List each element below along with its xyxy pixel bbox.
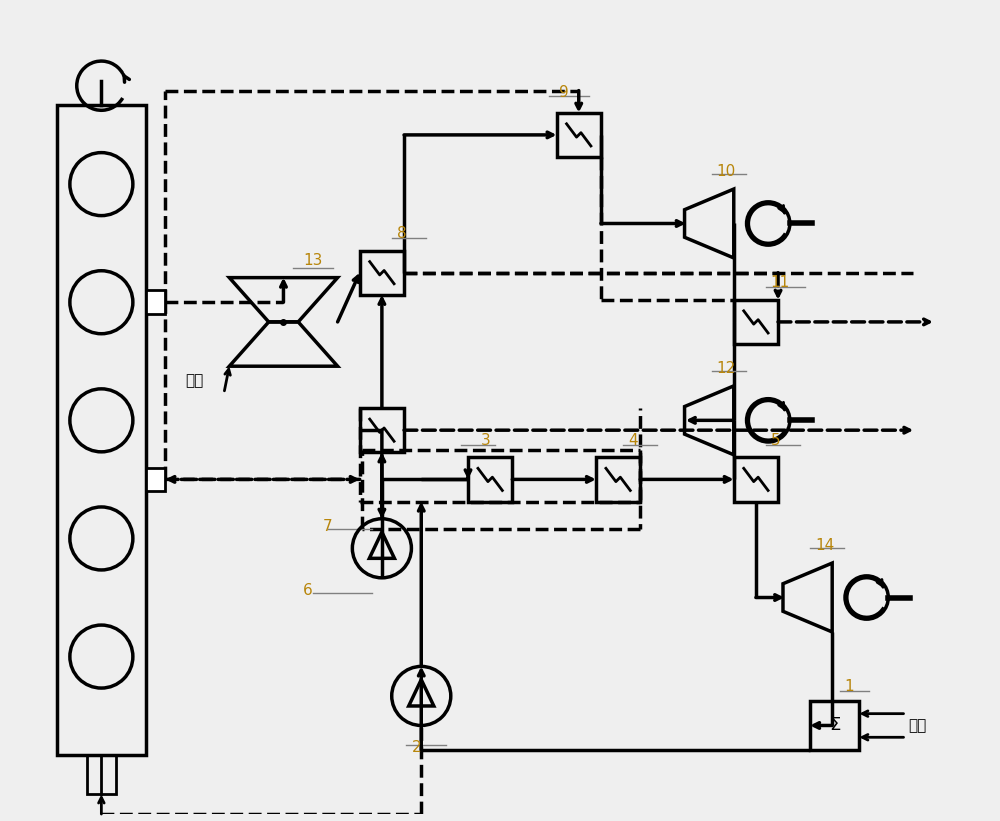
Bar xyxy=(810,701,859,750)
Text: 4: 4 xyxy=(628,433,638,448)
Bar xyxy=(57,105,146,755)
Text: 8: 8 xyxy=(397,227,406,241)
Bar xyxy=(146,468,165,491)
Text: 12: 12 xyxy=(717,361,736,376)
Bar xyxy=(360,408,404,452)
Text: 10: 10 xyxy=(717,164,736,179)
Text: 空气: 空气 xyxy=(185,374,203,388)
Bar xyxy=(468,457,512,502)
Bar xyxy=(360,250,404,295)
Text: 7: 7 xyxy=(323,519,332,534)
Bar xyxy=(734,457,778,502)
Text: 5: 5 xyxy=(771,433,780,448)
Text: $\Sigma$: $\Sigma$ xyxy=(829,717,841,735)
Text: 2: 2 xyxy=(411,740,421,755)
Text: 空气: 空气 xyxy=(908,718,927,733)
Bar xyxy=(87,755,116,795)
Text: 3: 3 xyxy=(480,433,490,448)
Bar xyxy=(596,457,640,502)
Text: 1: 1 xyxy=(844,679,854,694)
Text: 14: 14 xyxy=(815,539,834,553)
Text: 11: 11 xyxy=(771,275,790,291)
Text: 9: 9 xyxy=(559,85,569,100)
Bar xyxy=(734,300,778,344)
Bar xyxy=(146,291,165,314)
Bar xyxy=(557,112,601,157)
Text: 13: 13 xyxy=(303,253,323,268)
Text: 6: 6 xyxy=(303,583,313,598)
